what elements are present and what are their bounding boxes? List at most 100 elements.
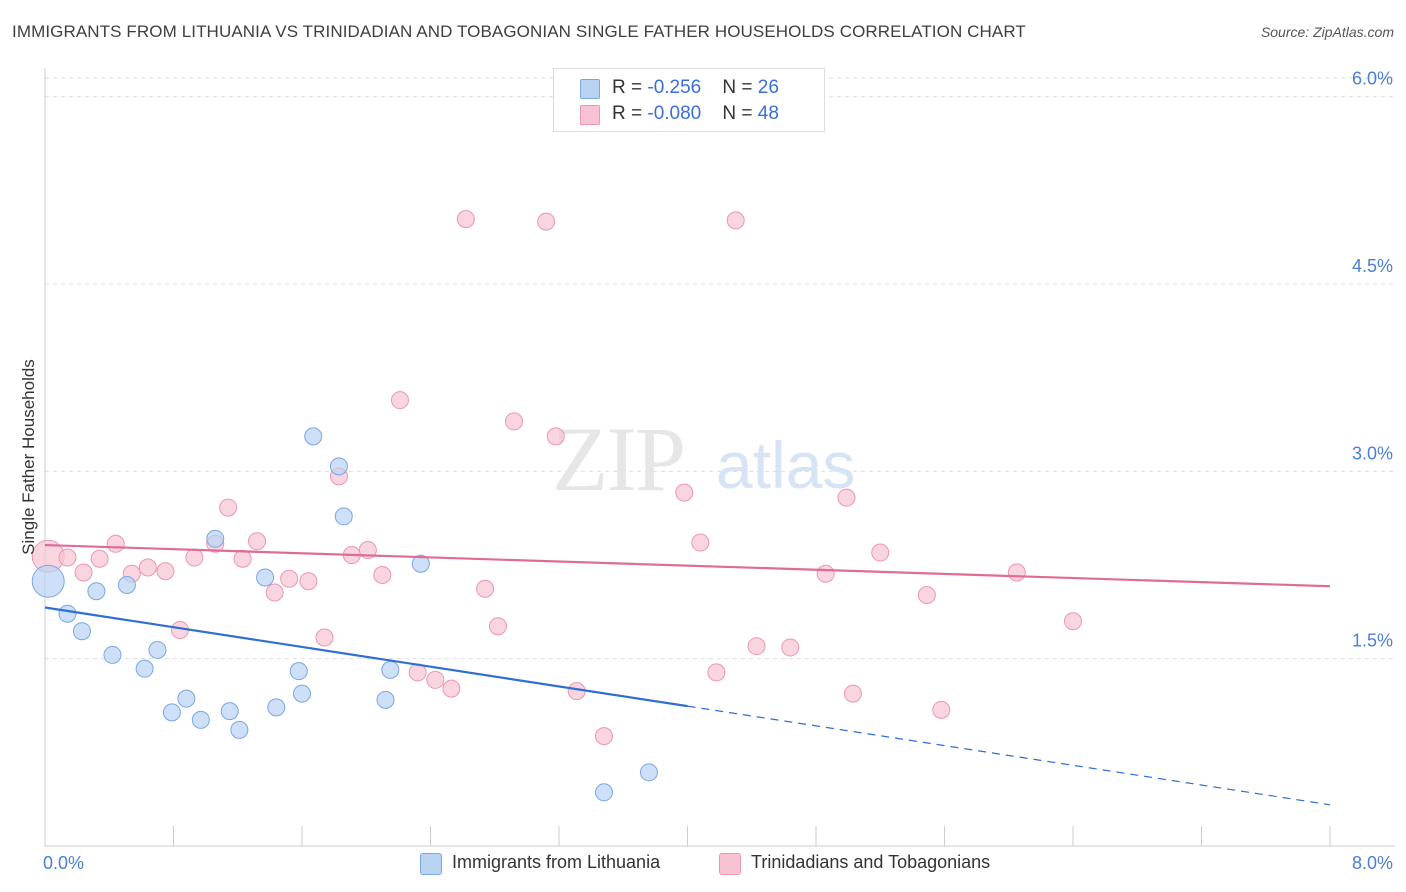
x-tick-label: 0.0%	[43, 853, 84, 873]
trend-line-extension-lithuania	[687, 705, 1331, 806]
data-point-trinidad	[537, 212, 556, 231]
chart-title: IMMIGRANTS FROM LITHUANIA VS TRINIDADIAN…	[12, 22, 1026, 41]
data-point-trinidad	[1064, 612, 1082, 631]
data-point-trinidad	[74, 563, 93, 582]
data-point-lithuania	[594, 783, 613, 802]
data-point-lithuania	[381, 660, 400, 679]
data-point-lithuania	[72, 622, 91, 641]
data-point-trinidad	[476, 579, 495, 598]
legend-r-label: R =	[612, 77, 648, 98]
data-point-trinidad	[442, 679, 461, 698]
data-point-lithuania	[230, 720, 249, 739]
data-point-trinidad	[185, 548, 204, 567]
data-point-trinidad	[456, 210, 475, 229]
data-point-lithuania	[411, 554, 430, 573]
legend-swatch-pink	[580, 105, 600, 125]
data-point-lithuania	[177, 689, 196, 708]
legend-swatch-pink	[719, 853, 741, 875]
data-point-lithuania	[304, 427, 323, 446]
data-point-trinidad	[675, 483, 694, 502]
data-point-trinidad	[315, 628, 334, 647]
axes	[44, 68, 1395, 847]
data-point-trinidad	[707, 663, 726, 682]
data-point-trinidad	[594, 727, 613, 746]
legend-label: Immigrants from Lithuania	[452, 852, 661, 872]
y-tick-label: 3.0%	[1352, 443, 1393, 463]
legend-n-value: 26	[757, 77, 779, 98]
data-point-lithuania	[293, 684, 311, 703]
trend-line-lithuania	[44, 606, 688, 708]
legend-label: Trinidadians and Tobagonians	[751, 852, 991, 872]
data-point-trinidad	[219, 498, 238, 517]
x-tick-label: 8.0%	[1352, 853, 1393, 873]
data-point-lithuania	[289, 662, 308, 681]
data-point-trinidad	[426, 670, 445, 689]
data-point-lithuania	[31, 564, 65, 598]
data-point-trinidad	[280, 569, 299, 588]
data-point-trinidad	[58, 548, 77, 567]
grid	[45, 77, 1395, 660]
data-point-lithuania	[334, 507, 353, 526]
data-point-trinidad	[90, 549, 109, 568]
source-label: Source: ZipAtlas.com	[1260, 24, 1394, 40]
data-point-lithuania	[191, 710, 210, 729]
trend-line-trinidad	[44, 543, 1331, 588]
legend-swatch-blue	[420, 853, 442, 875]
correlation-legend: R = -0.256 N = 26 R = -0.080 N = 48	[553, 68, 825, 132]
data-point-trinidad	[781, 638, 800, 657]
data-points	[31, 210, 1082, 802]
y-axis-label: Single Father Households	[19, 359, 38, 555]
data-point-trinidad	[488, 617, 507, 636]
legend-n-label: N =	[722, 77, 758, 98]
data-point-trinidad	[1007, 563, 1026, 582]
data-point-trinidad	[373, 566, 392, 585]
data-point-trinidad	[390, 391, 409, 410]
watermark-zip: ZIP	[552, 408, 684, 510]
data-point-lithuania	[103, 645, 122, 664]
data-point-lithuania	[376, 690, 395, 709]
tick-labels: 1.5% 3.0% 4.5% 6.0% 0.0% 8.0%	[43, 69, 1393, 873]
y-tick-label: 6.0%	[1352, 69, 1393, 89]
data-point-trinidad	[932, 700, 951, 719]
data-point-lithuania	[220, 702, 239, 721]
legend-r-value: -0.080	[647, 103, 702, 124]
legend-n-value: 48	[757, 103, 779, 124]
data-point-lithuania	[87, 582, 106, 601]
data-point-trinidad	[917, 585, 936, 604]
legend-r-label: R =	[612, 103, 648, 124]
data-point-trinidad	[843, 684, 862, 703]
data-point-trinidad	[156, 562, 175, 581]
data-point-trinidad	[265, 583, 284, 602]
data-point-lithuania	[267, 698, 286, 717]
legend-n-label: N =	[722, 103, 758, 124]
data-point-trinidad	[871, 543, 890, 562]
data-point-trinidad	[546, 427, 565, 446]
data-point-trinidad	[138, 558, 157, 577]
watermark-atlas: atlas	[716, 428, 855, 502]
watermark: ZIP atlas	[552, 408, 855, 510]
data-point-trinidad	[106, 534, 125, 553]
legend-r-value: -0.256	[647, 77, 702, 98]
data-point-lithuania	[256, 568, 275, 587]
trend-lines	[44, 543, 1331, 806]
data-point-lithuania	[206, 529, 225, 548]
data-point-trinidad	[567, 682, 586, 701]
data-point-lithuania	[329, 457, 348, 476]
data-point-lithuania	[639, 763, 658, 782]
data-point-lithuania	[162, 703, 181, 722]
data-point-trinidad	[837, 488, 856, 507]
data-point-lithuania	[117, 576, 136, 595]
y-tick-label: 4.5%	[1352, 256, 1393, 276]
data-point-trinidad	[248, 532, 267, 551]
data-point-trinidad	[299, 572, 318, 591]
legend-swatch-blue	[580, 79, 600, 99]
data-point-trinidad	[726, 211, 745, 230]
data-point-trinidad	[816, 564, 835, 583]
data-point-trinidad	[747, 637, 766, 656]
data-point-trinidad	[233, 549, 252, 568]
data-point-lithuania	[135, 659, 154, 678]
data-point-trinidad	[691, 533, 710, 552]
data-point-lithuania	[148, 640, 167, 659]
data-point-trinidad	[505, 412, 524, 431]
